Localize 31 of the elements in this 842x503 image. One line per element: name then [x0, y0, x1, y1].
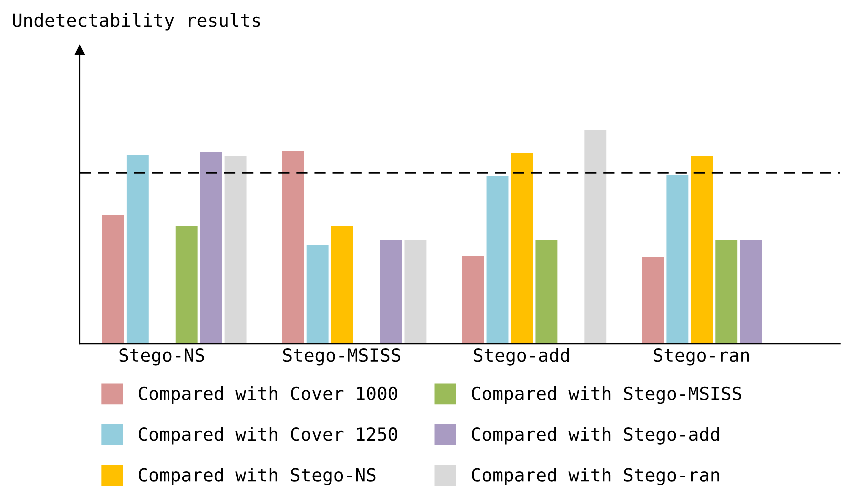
- x-tick-label: Stego-ran: [654, 348, 750, 366]
- bar: [380, 240, 402, 344]
- text: Undetectability results: [13, 13, 260, 31]
- legend-label: Compared with Stego-ran: [472, 468, 720, 486]
- bar: [176, 226, 198, 344]
- x-tick-label: Stego-NS: [120, 348, 204, 366]
- x-tick-label: Stego-MSISS: [283, 348, 401, 366]
- bar: [691, 156, 714, 344]
- legend-label: Compared with Cover 1250: [138, 427, 398, 445]
- bar: [126, 155, 149, 344]
- bar: [331, 226, 354, 344]
- bar: [462, 256, 484, 344]
- legend-label: Compared with Stego-add: [472, 427, 720, 445]
- bar: [584, 130, 607, 344]
- bar: [404, 240, 427, 344]
- bar: [282, 151, 304, 344]
- bar: [740, 240, 762, 344]
- bar: [536, 240, 558, 344]
- bar: [666, 175, 689, 344]
- bar: [511, 153, 534, 344]
- bar: [306, 245, 329, 344]
- bar: [642, 257, 664, 344]
- x-tick-label: Stego-add: [474, 348, 570, 366]
- legend-label: Compared with Cover 1000: [138, 386, 398, 404]
- bar: [224, 156, 247, 344]
- bar: [716, 240, 738, 344]
- legend-label: Compared with Stego-NS: [138, 468, 376, 486]
- bar: [486, 176, 509, 344]
- bar: [102, 215, 124, 344]
- bar: [200, 152, 222, 344]
- legend-label: Compared with Stego-MSISS: [472, 386, 742, 404]
